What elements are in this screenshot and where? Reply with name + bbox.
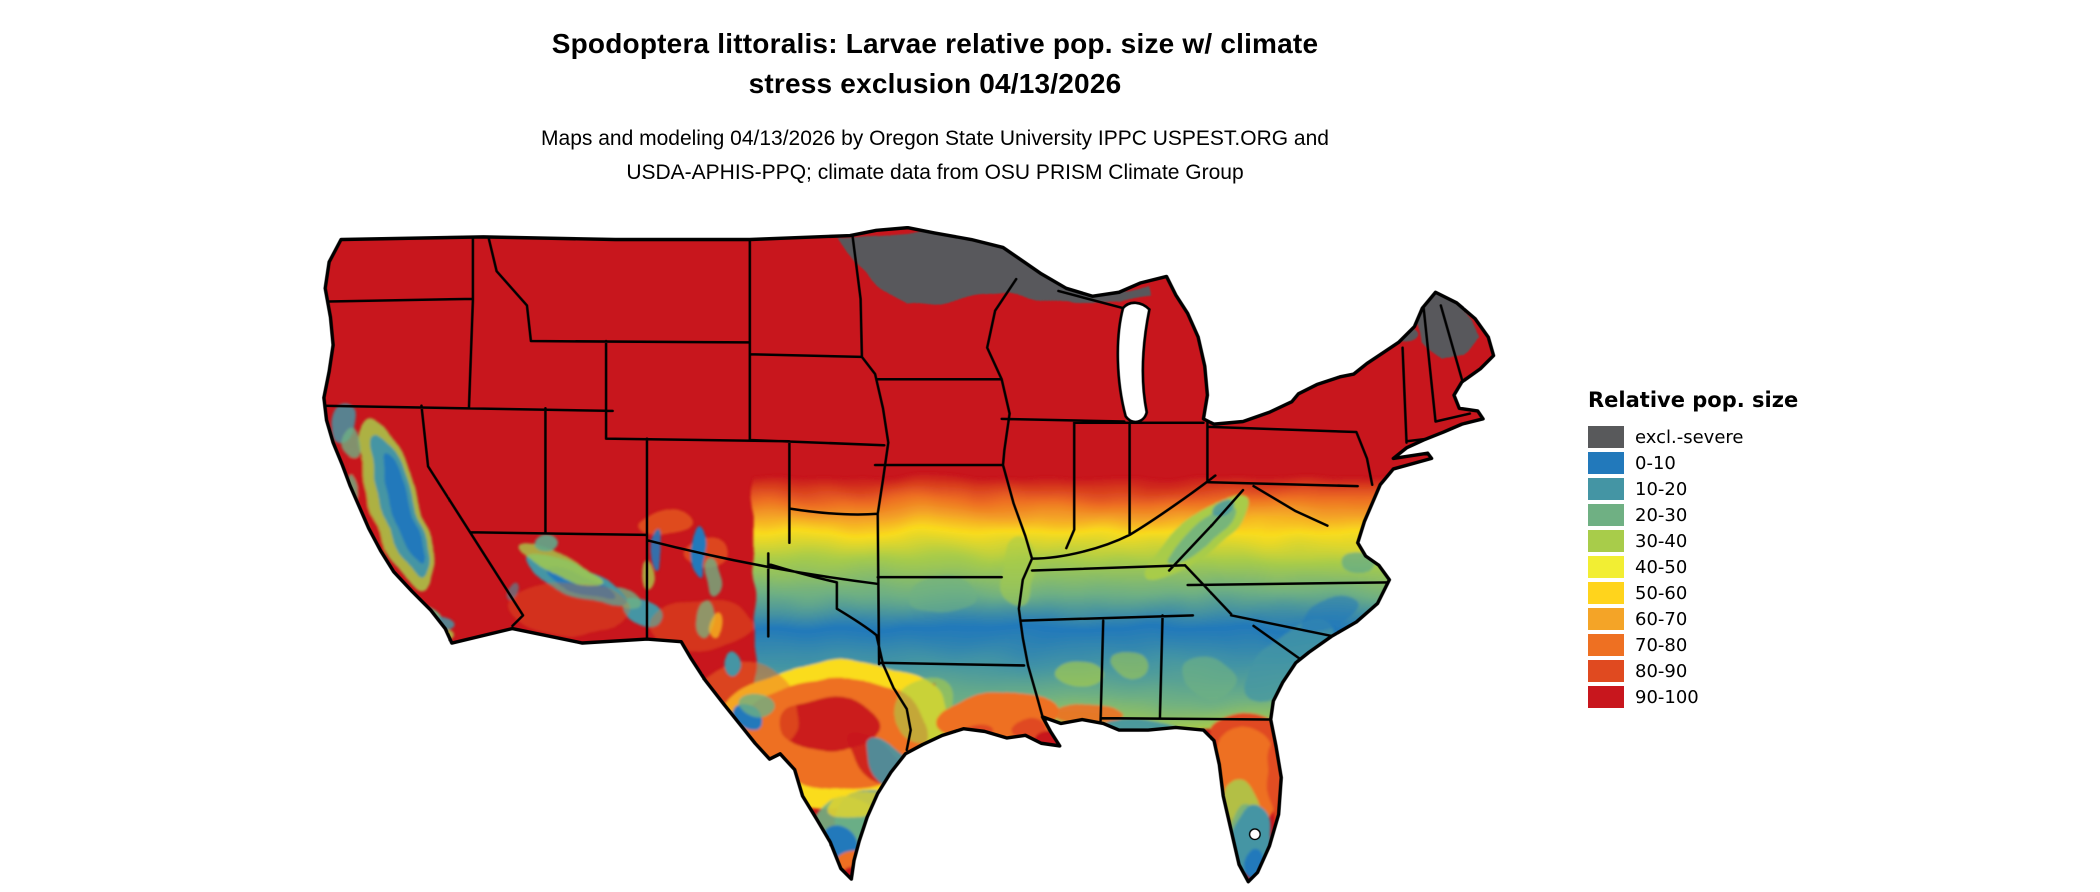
legend-swatch (1588, 634, 1624, 656)
us-outline (322, 226, 1496, 884)
legend-item-label: 50-60 (1635, 582, 1688, 604)
legend-swatch (1588, 556, 1624, 578)
page-title: Spodoptera littoralis: Larvae relative p… (0, 24, 1870, 104)
legend-swatch (1588, 582, 1624, 604)
legend-item-label: 30-40 (1635, 530, 1688, 552)
us-map-svg (322, 226, 1496, 884)
legend-item: 40-50 (1588, 554, 1798, 580)
legend-item: 10-20 (1588, 476, 1798, 502)
page-title-line1: Spodoptera littoralis: Larvae relative p… (551, 28, 1319, 59)
lake-okeechobee (1248, 828, 1261, 841)
legend-item-label: 60-70 (1635, 608, 1688, 630)
us-map (312, 226, 1512, 886)
legend-rows: excl.-severe 0-10 10-20 20-30 30-40 40-50 50-6… (1588, 424, 1798, 710)
legend-item: 20-30 (1588, 502, 1798, 528)
legend-item-label: 90-100 (1635, 686, 1699, 708)
page-subtitle-line2: USDA-APHIS-PPQ; climate data from OSU PR… (626, 161, 1244, 184)
legend-swatch (1588, 426, 1624, 448)
legend-swatch (1588, 660, 1624, 682)
legend-item: 60-70 (1588, 606, 1798, 632)
map-legend: Relative pop. size excl.-severe 0-10 10-20… (1588, 388, 1798, 710)
legend-item: 0-10 (1588, 450, 1798, 476)
legend-item: excl.-severe (1588, 424, 1798, 450)
legend-item-label: 80-90 (1635, 660, 1688, 682)
legend-swatch (1588, 608, 1624, 630)
legend-item-label: 20-30 (1635, 504, 1688, 526)
page-subtitle: Maps and modeling 04/13/2026 by Oregon S… (0, 122, 1870, 190)
legend-item: 70-80 (1588, 632, 1798, 658)
legend-item: 50-60 (1588, 580, 1798, 606)
map-color-field (323, 227, 1494, 882)
legend-item: 90-100 (1588, 684, 1798, 710)
legend-swatch (1588, 686, 1624, 708)
legend-item-label: 0-10 (1635, 452, 1676, 474)
lake-michigan (1116, 301, 1151, 424)
legend-item-label: excl.-severe (1635, 426, 1744, 448)
legend-swatch (1588, 452, 1624, 474)
legend-swatch (1588, 504, 1624, 526)
legend-title: Relative pop. size (1588, 388, 1799, 412)
legend-item-label: 70-80 (1635, 634, 1688, 656)
legend-item-label: 40-50 (1635, 556, 1688, 578)
legend-item: 80-90 (1588, 658, 1798, 684)
legend-swatch (1588, 530, 1624, 552)
legend-swatch (1588, 478, 1624, 500)
state-borders (323, 235, 1472, 752)
legend-item-label: 10-20 (1635, 478, 1688, 500)
page-title-line2: stress exclusion 04/13/2026 (748, 68, 1122, 99)
page-subtitle-line1: Maps and modeling 04/13/2026 by Oregon S… (541, 127, 1329, 150)
legend-item: 30-40 (1588, 528, 1798, 554)
